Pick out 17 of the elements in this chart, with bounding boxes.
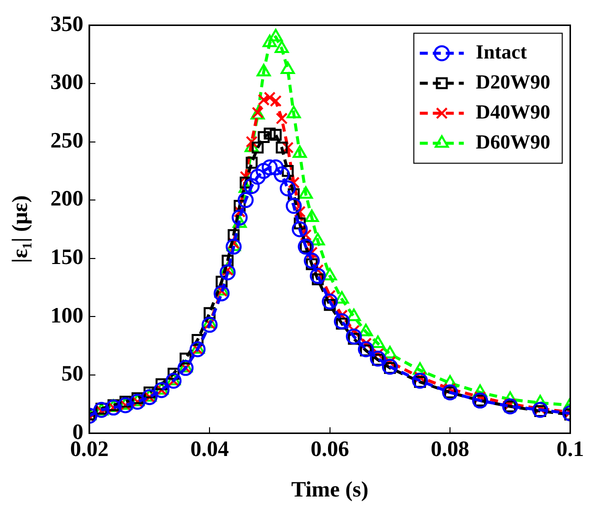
x-tick-label: 0.06: [310, 436, 350, 462]
x-axis-title: Time (s): [291, 476, 368, 502]
y-tick-label: 100: [50, 302, 84, 328]
y-tick-label: 300: [50, 69, 84, 94]
y-tick-label: 250: [50, 127, 84, 152]
legend-label: D20W90: [476, 71, 550, 94]
y-axis-title: |ε₁| (με): [6, 195, 32, 264]
legend-label: D60W90: [476, 131, 550, 154]
x-tick-label: 0.08: [430, 436, 470, 462]
legend-label: Intact: [476, 41, 528, 64]
y-tick-label: 200: [50, 186, 84, 211]
y-tick-label: 350: [50, 10, 84, 36]
legend-label: D40W90: [476, 101, 550, 124]
y-tick-label: 150: [50, 244, 84, 270]
x-tick-label: 0.1: [556, 436, 584, 462]
x-tick-label: 0.04: [190, 436, 229, 462]
y-tick-label: 50: [61, 360, 84, 386]
